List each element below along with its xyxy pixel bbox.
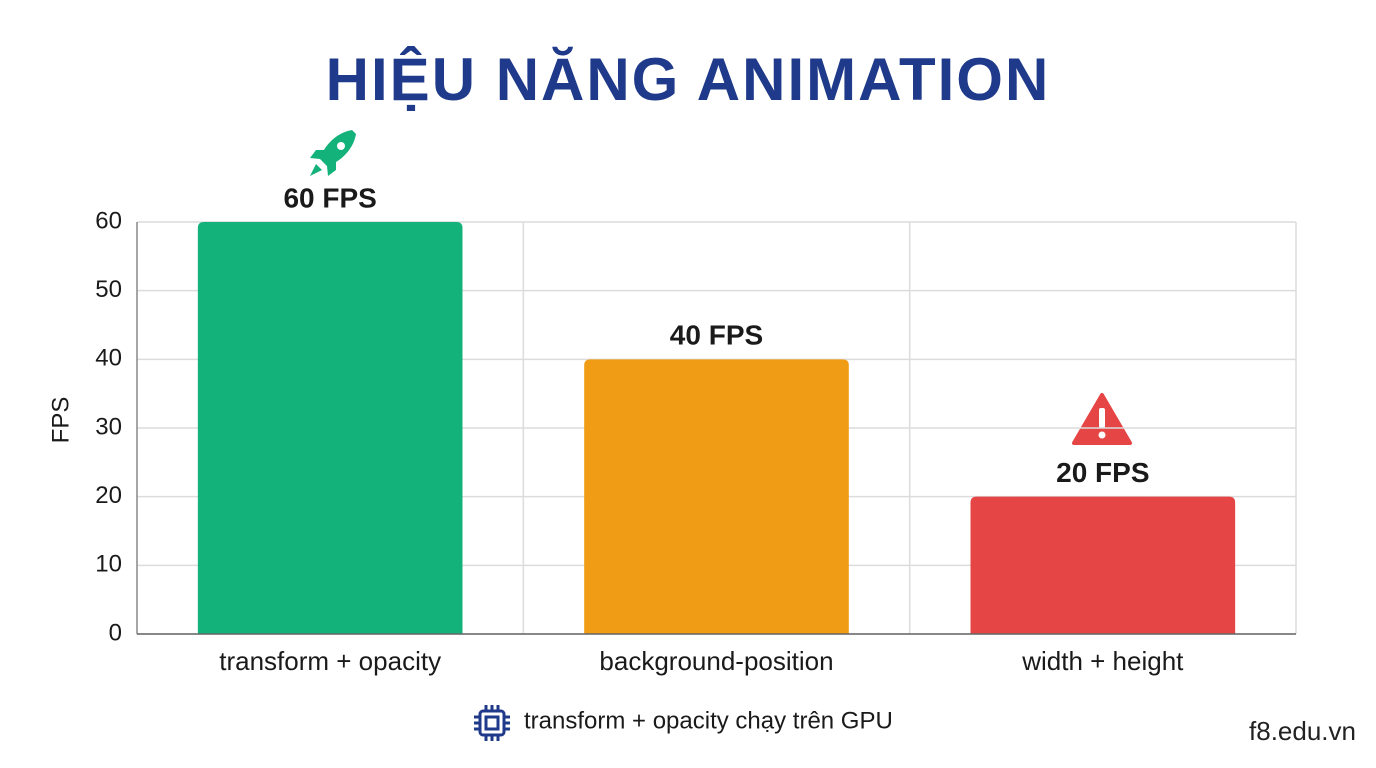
x-tick-label: background-position	[599, 646, 833, 676]
chart-title: HIỆU NĂNG ANIMATION	[326, 46, 1051, 113]
x-tick-label: width + height	[1021, 646, 1184, 676]
rocket-icon	[310, 130, 356, 176]
y-tick-label: 0	[109, 619, 122, 646]
bar	[970, 496, 1236, 634]
y-tick-label: 60	[95, 207, 122, 234]
watermark: f8.edu.vn	[1249, 716, 1356, 746]
bar	[584, 359, 849, 634]
y-tick-label: 40	[95, 345, 122, 372]
value-label: 60 FPS	[283, 182, 376, 213]
warning-icon	[1072, 393, 1132, 445]
y-tick-label: 20	[95, 482, 122, 509]
value-label: 40 FPS	[670, 320, 763, 351]
y-tick-label: 50	[95, 276, 122, 303]
value-label: 20 FPS	[1056, 457, 1149, 488]
chip-icon	[474, 705, 510, 741]
footnote: transform + opacity chạy trên GPU	[524, 707, 893, 734]
bar	[197, 222, 463, 634]
x-tick-label: transform + opacity	[219, 646, 441, 676]
y-tick-label: 30	[95, 413, 122, 440]
y-axis-label: FPS	[47, 397, 74, 444]
y-tick-label: 10	[95, 551, 122, 578]
